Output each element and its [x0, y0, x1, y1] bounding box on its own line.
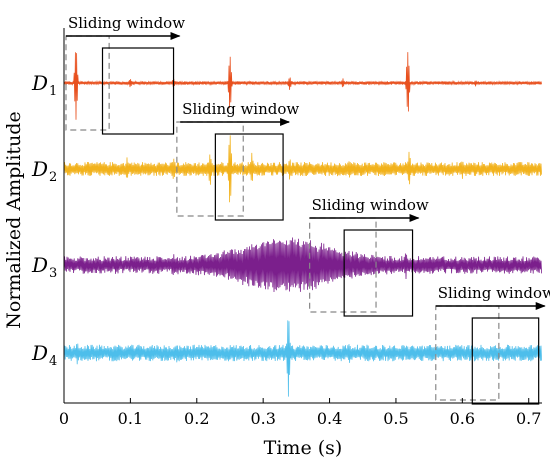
- window-label-2: Sliding window: [182, 100, 299, 118]
- x-tick-label: 0.2: [184, 409, 209, 428]
- series-label-D4: D4: [31, 341, 57, 369]
- x-tick-label: 0.5: [383, 409, 408, 428]
- x-tick-label: 0.4: [317, 409, 342, 428]
- x-ticks: 0 0.1 0.2 0.3 0.4 0.5 0.6 0.7: [59, 398, 541, 428]
- x-tick-label: 0.3: [250, 409, 275, 428]
- current-window-1: [101, 47, 175, 135]
- series-line-D4: [63, 320, 542, 397]
- x-tick-label: 0.6: [450, 409, 475, 428]
- series-label-D3: D3: [31, 253, 57, 281]
- x-tick-label: 0.1: [118, 409, 143, 428]
- x-tick-label: 0.7: [516, 409, 541, 428]
- series-line-D1: [63, 52, 542, 120]
- series-label-D1: D1: [31, 71, 57, 99]
- series-line-D3: [63, 237, 542, 293]
- current-window-4: [471, 317, 540, 405]
- series-labels: D1 D2 D3 D4: [31, 71, 57, 369]
- window-label-4: Sliding window: [438, 284, 550, 302]
- series-line-D2: [63, 135, 542, 203]
- window-label-3: Sliding window: [312, 196, 429, 214]
- current-window-2: [214, 133, 284, 221]
- y-axis-label: Normalized Amplitude: [3, 111, 25, 328]
- x-tick-label: 0: [59, 409, 69, 428]
- current-window-3: [343, 229, 414, 317]
- x-axis-label: Time (s): [264, 437, 343, 459]
- sliding-windows: Sliding window Sliding window Sliding wind…: [65, 14, 550, 405]
- signal-traces: [63, 52, 542, 397]
- series-label-D2: D2: [31, 157, 57, 185]
- axes: 0 0.1 0.2 0.3 0.4 0.5 0.6 0.7: [59, 28, 542, 428]
- window-label-1: Sliding window: [68, 14, 185, 32]
